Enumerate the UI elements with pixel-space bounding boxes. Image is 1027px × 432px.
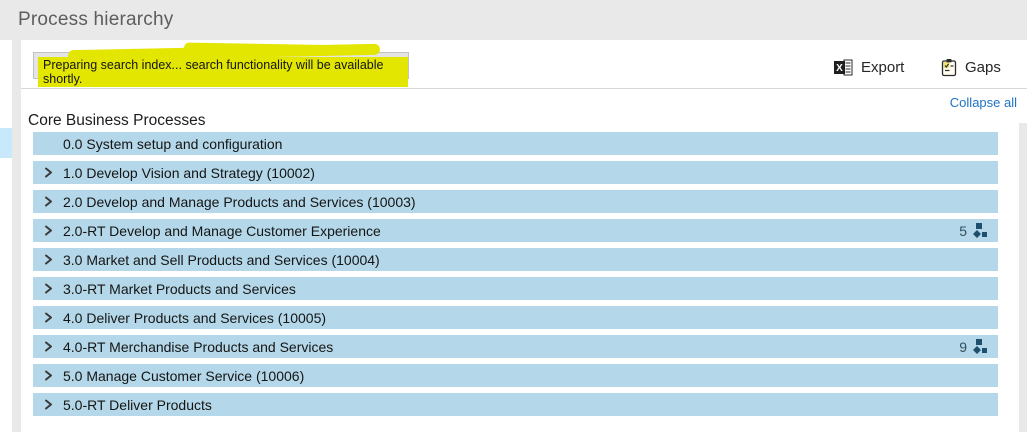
process-row-label: 3.0 Market and Sell Products and Service… bbox=[63, 251, 380, 268]
left-cropped-panel bbox=[0, 40, 12, 432]
process-row[interactable]: 5.0 Manage Customer Service (10006) bbox=[33, 364, 998, 387]
expand-chevron[interactable] bbox=[33, 370, 63, 381]
expand-chevron[interactable] bbox=[33, 167, 63, 178]
process-row[interactable]: 0.0 System setup and configuration bbox=[33, 132, 998, 155]
expand-chevron[interactable] bbox=[33, 312, 63, 323]
section-title: Core Business Processes bbox=[28, 112, 206, 129]
process-row[interactable]: 4.0 Deliver Products and Services (10005… bbox=[33, 306, 998, 329]
process-rows-list: 0.0 System setup and configuration 1.0 D… bbox=[33, 132, 998, 422]
process-row[interactable]: 3.0-RT Market Products and Services bbox=[33, 277, 998, 300]
expand-chevron[interactable] bbox=[33, 196, 63, 207]
flowchart-hierarchy-icon bbox=[971, 222, 988, 239]
expand-chevron[interactable] bbox=[33, 341, 63, 352]
search-index-notice: Preparing search index... search functio… bbox=[38, 57, 408, 87]
process-row-label: 2.0-RT Develop and Manage Customer Exper… bbox=[63, 222, 381, 239]
expand-chevron[interactable] bbox=[33, 399, 63, 410]
process-row-label: 5.0-RT Deliver Products bbox=[63, 396, 212, 413]
clipboard-check-icon bbox=[941, 58, 958, 77]
export-button-label: Export bbox=[861, 58, 905, 76]
process-row-label: 4.0 Deliver Products and Services (10005… bbox=[63, 309, 327, 326]
gap-count-badge: 9 bbox=[959, 338, 998, 355]
process-row[interactable]: 5.0-RT Deliver Products bbox=[33, 393, 998, 416]
gaps-button-label: Gaps bbox=[965, 58, 1001, 76]
process-row-label: 3.0-RT Market Products and Services bbox=[63, 280, 296, 297]
process-row[interactable]: 3.0 Market and Sell Products and Service… bbox=[33, 248, 998, 271]
hierarchy-panel: Preparing search index... search functio… bbox=[21, 40, 1027, 432]
left-panel-selected-row-fragment bbox=[0, 128, 12, 158]
expand-chevron[interactable] bbox=[33, 254, 63, 265]
right-scroll-gutter[interactable] bbox=[1019, 123, 1027, 432]
collapse-all-link[interactable]: Collapse all bbox=[949, 95, 1017, 110]
process-row[interactable]: 1.0 Develop Vision and Strategy (10002) bbox=[33, 161, 998, 184]
page-title: Process hierarchy bbox=[18, 9, 174, 30]
svg-text:X: X bbox=[836, 63, 843, 74]
search-input-disabled[interactable]: Preparing search index... search functio… bbox=[33, 42, 409, 87]
process-row[interactable]: 2.0-RT Develop and Manage Customer Exper… bbox=[33, 219, 998, 242]
expand-chevron[interactable] bbox=[33, 283, 63, 294]
page-background-gap bbox=[12, 40, 21, 432]
gap-count-value: 9 bbox=[959, 338, 967, 355]
process-row[interactable]: 4.0-RT Merchandise Products and Services… bbox=[33, 335, 998, 358]
gap-count-value: 5 bbox=[959, 222, 967, 239]
process-row-label: 4.0-RT Merchandise Products and Services bbox=[63, 338, 334, 355]
process-row[interactable]: 2.0 Develop and Manage Products and Serv… bbox=[33, 190, 998, 213]
process-row-label: 0.0 System setup and configuration bbox=[63, 135, 283, 152]
expand-chevron[interactable] bbox=[33, 225, 63, 236]
export-button[interactable]: X Export bbox=[834, 54, 904, 80]
process-row-label: 1.0 Develop Vision and Strategy (10002) bbox=[63, 164, 315, 181]
page-header-band: Process hierarchy bbox=[0, 0, 1027, 40]
expand-chevron[interactable] bbox=[33, 138, 63, 149]
process-row-label: 5.0 Manage Customer Service (10006) bbox=[63, 367, 305, 384]
flowchart-hierarchy-icon bbox=[971, 338, 988, 355]
gaps-button[interactable]: Gaps bbox=[941, 54, 1001, 80]
process-row-label: 2.0 Develop and Manage Products and Serv… bbox=[63, 193, 416, 210]
toolbar-divider bbox=[21, 88, 1027, 89]
excel-icon: X bbox=[834, 59, 854, 76]
gap-count-badge: 5 bbox=[959, 222, 998, 239]
